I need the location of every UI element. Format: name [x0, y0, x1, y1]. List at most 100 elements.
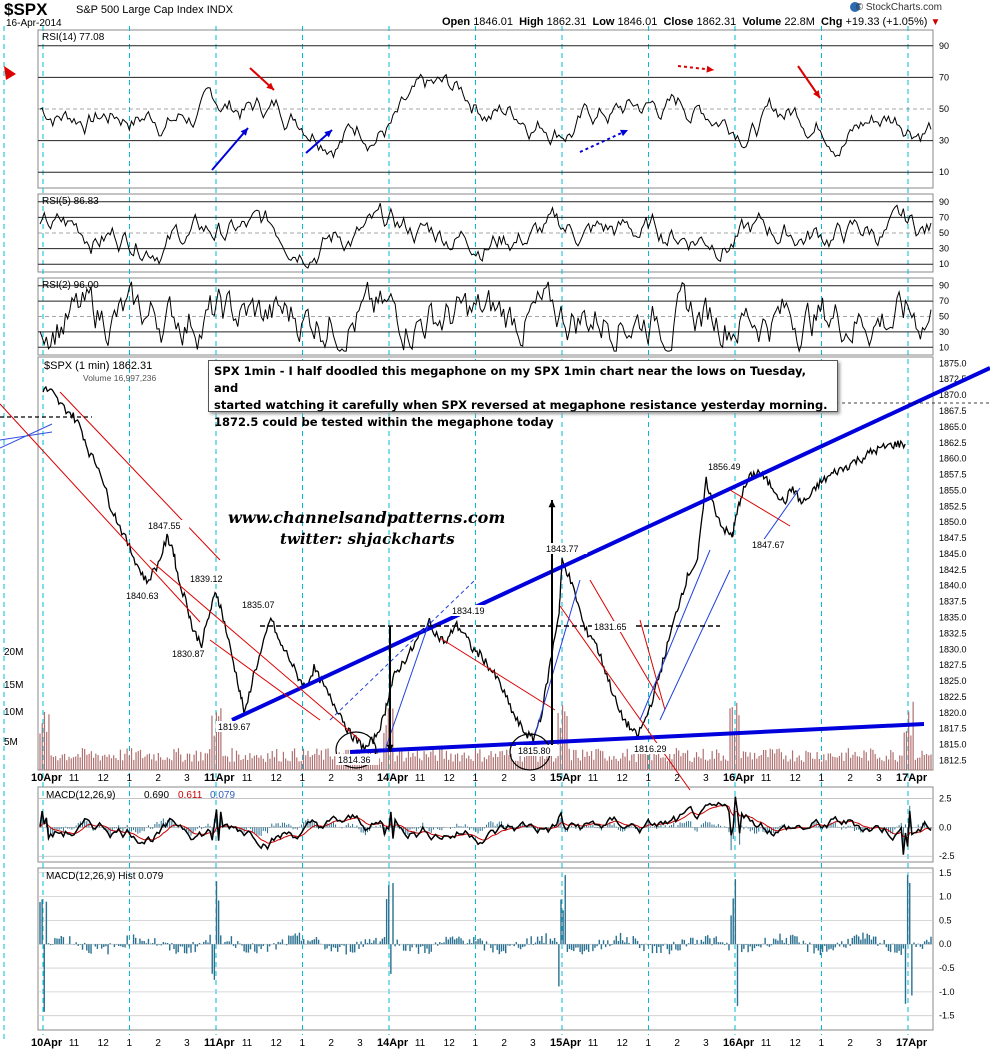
rsi-blue-arrow-head	[240, 128, 248, 136]
hist-tick-label: -1.0	[939, 987, 955, 997]
x-tick-label: 12	[790, 1038, 802, 1049]
close-label: Close	[663, 16, 694, 28]
red-channel-line	[209, 639, 321, 721]
x-tick-label: 2	[501, 773, 507, 784]
hist-tick-label: 1.5	[939, 868, 952, 878]
blue-trend-line	[639, 549, 711, 721]
x-tick-label: 2	[155, 1038, 161, 1049]
volume-tick-label: 15M	[4, 680, 23, 691]
x-tick-label: 11	[761, 773, 772, 784]
x-tick-label: 3	[703, 773, 709, 784]
rsi-blue-arrow-head	[620, 129, 628, 137]
macd-tick-label: 2.5	[939, 794, 952, 804]
x-tick-label: 3	[184, 773, 190, 784]
rsi-tick-label: 50	[939, 104, 949, 114]
stockcharts-logo-icon	[850, 2, 860, 12]
price-annotation: 1843.77	[546, 544, 579, 554]
x-tick-label: 1	[646, 1038, 652, 1049]
blue-trend-line	[329, 579, 476, 721]
macd-legend-hist: 0.079	[210, 790, 235, 801]
price-tick-label: 1825.0	[939, 676, 967, 686]
price-tick-label: 1867.5	[939, 406, 967, 416]
x-tick-label: 1	[819, 1038, 825, 1049]
x-tick-label: 11	[588, 1038, 599, 1049]
price-annotation: 1839.12	[190, 574, 223, 584]
rsi-tick-label: 90	[939, 281, 949, 291]
x-tick-label: 1	[300, 1038, 306, 1049]
x-tick-label: 1	[473, 1038, 479, 1049]
x-tick-label: 10Apr	[31, 772, 63, 784]
price-tick-label: 1875.0	[939, 358, 967, 368]
low-value: 1846.01	[617, 16, 658, 28]
x-tick-label: 1	[473, 773, 479, 784]
rsi-title-rsi14: RSI(14) 77.08	[42, 32, 105, 43]
price-tick-label: 1815.0	[939, 740, 967, 750]
ohlc-summary: Open 1846.01 High 1862.31 Low 1846.01 Cl…	[442, 16, 940, 28]
panel-frame-macd	[37, 786, 934, 863]
rsi-tick-label: 10	[939, 342, 949, 352]
price-tick-label: 1845.0	[939, 549, 967, 559]
x-tick-label: 1	[127, 1038, 133, 1049]
price-tick-label: 1840.0	[939, 581, 967, 591]
price-tick-label: 1862.5	[939, 438, 967, 448]
x-tick-label: 11Apr	[204, 1037, 235, 1049]
hist-legend: MACD(12,26,9) Hist 0.079	[46, 871, 164, 882]
callout-line-1: SPX 1min - I half doodled this megaphone…	[214, 364, 807, 395]
volume-tick-label: 20M	[4, 647, 23, 658]
rsi-title-rsi5: RSI(5) 86.83	[42, 196, 99, 207]
price-annotation: 1847.55	[148, 521, 181, 531]
x-tick-label: 2	[674, 773, 680, 784]
x-tick-label: 3	[703, 1038, 709, 1049]
high-value: 1862.31	[546, 16, 587, 28]
price-tick-label: 1822.5	[939, 692, 967, 702]
red-channel-line	[0, 403, 201, 623]
red-channel-line	[589, 579, 661, 701]
megaphone-lower-line	[349, 722, 925, 754]
callout-line-2: started watching it carefully when SPX r…	[214, 398, 828, 412]
x-tick-label: 15Apr	[550, 772, 582, 784]
macd-line	[39, 796, 932, 855]
volume-label: Volume	[742, 16, 782, 28]
price-tick-label: 1842.5	[939, 565, 967, 575]
x-tick-label: 14Apr	[377, 1037, 409, 1049]
exchange-label: INDX	[206, 4, 233, 16]
x-tick-label: 11	[242, 773, 253, 784]
x-tick-label: 2	[501, 1038, 507, 1049]
price-annotation-bg	[188, 573, 232, 584]
price-tick-label: 1857.5	[939, 470, 967, 480]
price-tick-label: 1830.0	[939, 644, 967, 654]
x-tick-label: 14Apr	[377, 772, 409, 784]
price-tick-label: 1820.0	[939, 708, 967, 718]
rsi-tick-label: 90	[939, 197, 949, 207]
price-annotation: 1834.19	[452, 606, 485, 616]
red-channel-line	[639, 619, 666, 711]
rsi-tick-label: 30	[939, 136, 949, 146]
price-annotation: 1819.67	[218, 722, 251, 732]
blue-trend-line	[534, 579, 581, 736]
price-tick-label: 1847.5	[939, 533, 967, 543]
price-annotation-bg	[632, 743, 676, 754]
rsi-red-arrow-head	[706, 65, 714, 73]
volume-tick-label: 10M	[4, 707, 23, 718]
company-name: S&P 500 Large Cap Index INDX	[76, 4, 233, 16]
x-tick-label: 1	[127, 773, 133, 784]
x-tick-label: 11	[69, 773, 80, 784]
price-tick-label: 1855.0	[939, 485, 967, 495]
watermark-twitter: twitter: shjackcharts	[280, 530, 455, 548]
company-label: S&P 500 Large Cap Index	[76, 4, 204, 16]
low-circle	[335, 731, 377, 769]
blue-trend-line	[659, 569, 731, 721]
rsi-series-rsi5	[39, 203, 932, 269]
rsi-blue-arrow	[211, 127, 249, 171]
x-tick-label: 3	[357, 773, 363, 784]
x-tick-label: 2	[847, 773, 853, 784]
open-label: Open	[442, 16, 471, 28]
rsi-red-arrow-head	[266, 82, 274, 90]
x-tick-label: 17Apr	[896, 772, 928, 784]
left-blue-line	[0, 431, 53, 441]
macd-tick-label: 0.0	[939, 822, 952, 832]
price-tick-label: 1872.5	[939, 374, 967, 384]
x-tick-label: 15Apr	[550, 1037, 582, 1049]
price-tick-label: 1827.5	[939, 660, 967, 670]
